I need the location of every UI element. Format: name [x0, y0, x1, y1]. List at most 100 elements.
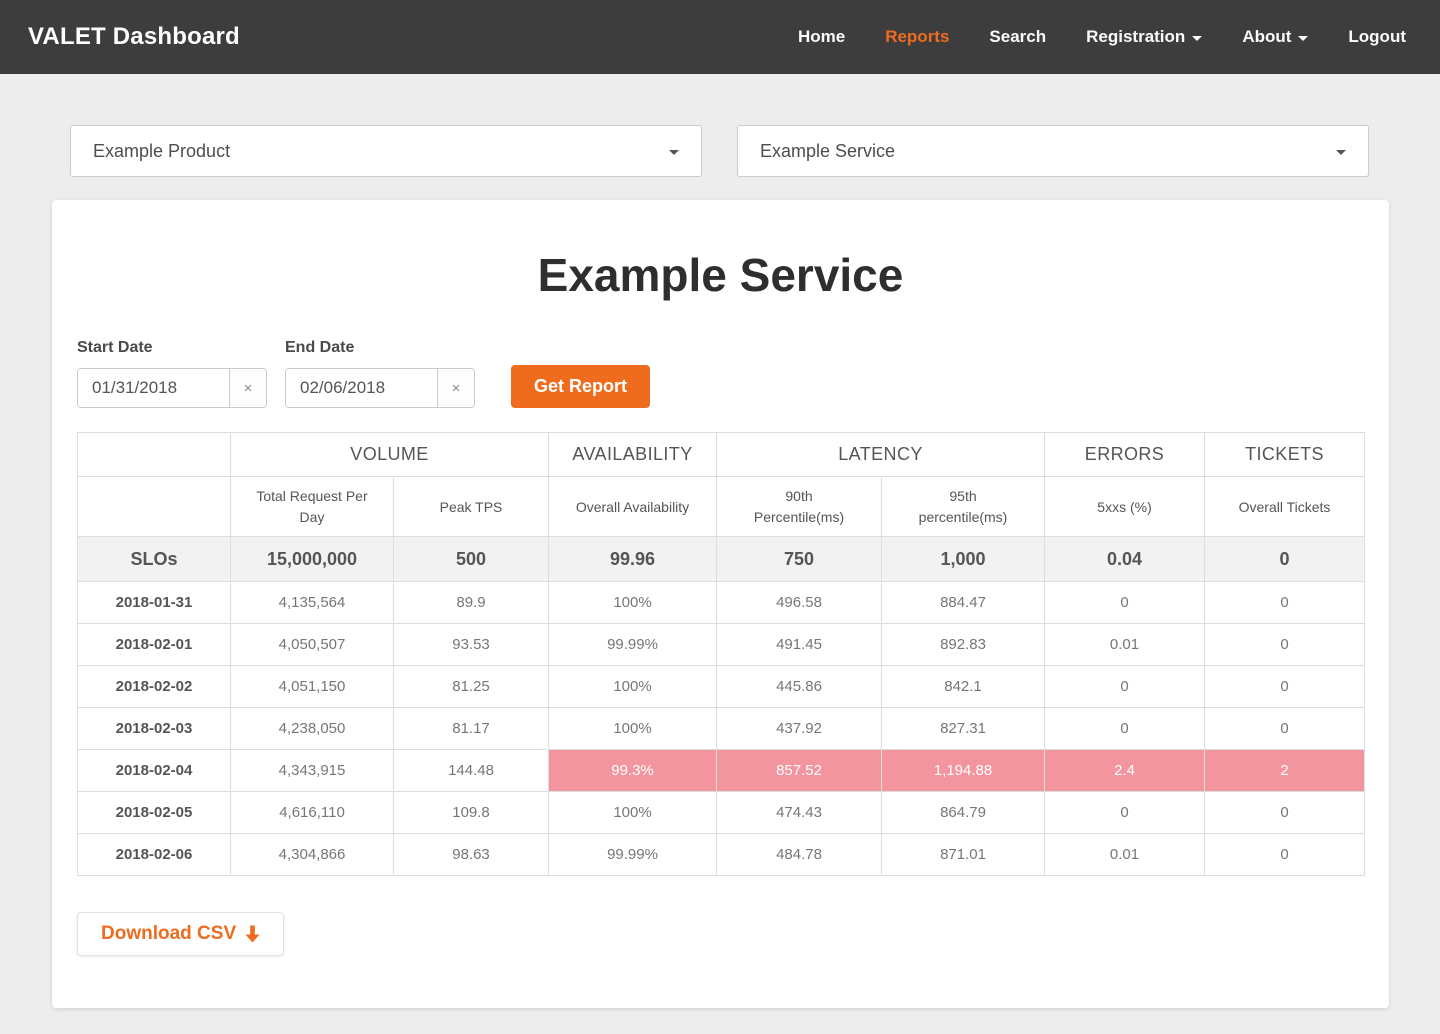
- nav-item-search[interactable]: Search: [989, 27, 1046, 47]
- table-row: 2018-02-06 4,304,866 98.63 99.99% 484.78 871.…: [77, 833, 1366, 877]
- slo-row: SLOs 15,000,000 500 99.96 750 1,000 0.04…: [77, 536, 1366, 583]
- clear-end-date-button[interactable]: ×: [437, 369, 474, 408]
- nav-item-label: Registration: [1086, 27, 1186, 46]
- row-date: 2018-02-06: [77, 833, 231, 877]
- service-dropdown-value: Example Service: [760, 140, 896, 161]
- start-date-group: Start Date ×: [77, 339, 267, 409]
- cell-availability: 100%: [548, 791, 718, 835]
- end-date-input-group: ×: [285, 368, 475, 409]
- sub-header-5xxs: 5xxs (%): [1044, 476, 1206, 538]
- cell-total-requests: 4,343,915: [230, 749, 394, 793]
- nav-item-registration[interactable]: Registration: [1086, 27, 1203, 47]
- table-row: 2018-02-05 4,616,110 109.8 100% 474.43 864.79…: [77, 791, 1366, 835]
- chevron-down-icon: [1336, 149, 1346, 155]
- cell-95th-percentile: 864.79: [881, 791, 1046, 835]
- report-table-body: SLOs 15,000,000 500 99.96 750 1,000 0.04…: [77, 536, 1366, 877]
- cell-peak-tps: 81.25: [392, 665, 550, 709]
- cell-overall-tickets: 0: [1204, 833, 1366, 877]
- cell-total-requests: 4,238,050: [230, 707, 394, 751]
- group-header-tickets: TICKETS: [1204, 432, 1366, 478]
- cell-90th-percentile: 496.58: [716, 581, 883, 625]
- cell-95th-percentile: 884.47: [881, 581, 1046, 625]
- page-title: Example Service: [537, 249, 904, 301]
- sub-header-95th-percentile: 95th percentile(ms): [881, 476, 1046, 538]
- end-date-input[interactable]: [286, 369, 437, 408]
- nav-item-logout[interactable]: Logout: [1348, 27, 1406, 47]
- cell-5xxs: 0: [1044, 581, 1206, 625]
- row-date: 2018-02-05: [77, 791, 231, 835]
- row-date: 2018-01-31: [77, 581, 231, 625]
- table-sub-header-row: Total Request Per Day Peak TPS Overall A…: [77, 476, 1366, 538]
- start-date-input[interactable]: [78, 369, 229, 408]
- clear-start-date-button[interactable]: ×: [229, 369, 266, 408]
- chevron-down-icon: [1192, 35, 1203, 41]
- cell-5xxs: 0: [1044, 665, 1206, 709]
- empty-header-cell: [77, 476, 231, 538]
- table-row: 2018-02-01 4,050,507 93.53 99.99% 491.45 892.…: [77, 623, 1366, 667]
- sub-header-peak-tps: Peak TPS: [392, 476, 550, 538]
- table-row: 2018-02-02 4,051,150 81.25 100% 445.86 842.1 0…: [77, 665, 1366, 709]
- group-header-volume: VOLUME: [229, 432, 550, 478]
- nav-links: Home Reports Search Registration About L…: [798, 27, 1406, 47]
- report-table: VOLUME AVAILABILITY LATENCY ERRORS TICKE…: [77, 432, 1366, 877]
- cell-90th-percentile: 445.86: [716, 665, 883, 709]
- product-dropdown[interactable]: Example Product: [70, 125, 702, 177]
- nav-item-reports[interactable]: Reports: [885, 27, 949, 47]
- cell-95th-percentile: 842.1: [881, 665, 1046, 709]
- slo-row-label: SLOs: [77, 536, 231, 583]
- sub-header-total-request: Total Request Per Day: [230, 476, 394, 538]
- cell-5xxs: 2.4: [1044, 749, 1206, 793]
- cell-90th-percentile: 491.45: [716, 623, 883, 667]
- sub-header-overall-tickets: Overall Tickets: [1204, 476, 1366, 538]
- cell-95th-percentile: 871.01: [881, 833, 1046, 877]
- cell-availability: 100%: [548, 581, 718, 625]
- end-date-group: End Date ×: [285, 339, 475, 409]
- row-date: 2018-02-03: [77, 707, 231, 751]
- start-date-label: Start Date: [77, 339, 153, 357]
- empty-header-cell: [77, 432, 231, 478]
- slo-95th-percentile: 1,000: [881, 536, 1046, 583]
- cell-total-requests: 4,050,507: [230, 623, 394, 667]
- report-card: Example Service Start Date × End Date × …: [52, 200, 1389, 1008]
- cell-peak-tps: 109.8: [392, 791, 550, 835]
- sub-header-90th-percentile: 90th Percentile(ms): [716, 476, 883, 538]
- table-row: 2018-02-03 4,238,050 81.17 100% 437.92 827.31…: [77, 707, 1366, 751]
- navbar: VALET Dashboard Home Reports Search Regi…: [0, 0, 1440, 74]
- nav-item-label: About: [1242, 27, 1292, 46]
- cell-overall-tickets: 0: [1204, 707, 1366, 751]
- group-header-errors: ERRORS: [1044, 432, 1206, 478]
- filter-bar: Example Product Example Service: [70, 125, 1369, 177]
- nav-item-label: Logout: [1348, 27, 1406, 46]
- get-report-button[interactable]: Get Report: [511, 365, 651, 409]
- date-controls: Start Date × End Date × Get Report: [77, 339, 1364, 409]
- cell-95th-percentile: 1,194.88: [881, 749, 1046, 793]
- cell-peak-tps: 144.48: [392, 749, 550, 793]
- sub-header-overall-availability: Overall Availability: [548, 476, 718, 538]
- slo-5xxs: 0.04: [1044, 536, 1206, 583]
- cell-overall-tickets: 0: [1204, 791, 1366, 835]
- nav-item-home[interactable]: Home: [798, 27, 845, 47]
- cell-5xxs: 0.01: [1044, 623, 1206, 667]
- chevron-down-icon: [669, 149, 679, 155]
- group-header-availability: AVAILABILITY: [548, 432, 718, 478]
- nav-item-label: Search: [989, 27, 1047, 46]
- row-date: 2018-02-04: [77, 749, 231, 793]
- nav-item-about[interactable]: About: [1242, 27, 1309, 47]
- cell-95th-percentile: 892.83: [881, 623, 1046, 667]
- service-dropdown[interactable]: Example Service: [737, 125, 1369, 177]
- cell-total-requests: 4,135,564: [230, 581, 394, 625]
- cell-availability: 100%: [548, 665, 718, 709]
- cell-total-requests: 4,616,110: [230, 791, 394, 835]
- cell-overall-tickets: 2: [1204, 749, 1366, 793]
- row-date: 2018-02-02: [77, 665, 231, 709]
- table-row: 2018-01-31 4,135,564 89.9 100% 496.58 884.47 0…: [77, 581, 1366, 625]
- download-csv-button[interactable]: Download CSV: [77, 912, 285, 957]
- cell-peak-tps: 81.17: [392, 707, 550, 751]
- slo-total-requests: 15,000,000: [230, 536, 394, 583]
- cell-95th-percentile: 827.31: [881, 707, 1046, 751]
- cell-5xxs: 0: [1044, 791, 1206, 835]
- brand-title[interactable]: VALET Dashboard: [28, 23, 240, 50]
- cell-90th-percentile: 484.78: [716, 833, 883, 877]
- slo-90th-percentile: 750: [716, 536, 883, 583]
- download-csv-label: Download CSV: [101, 923, 237, 945]
